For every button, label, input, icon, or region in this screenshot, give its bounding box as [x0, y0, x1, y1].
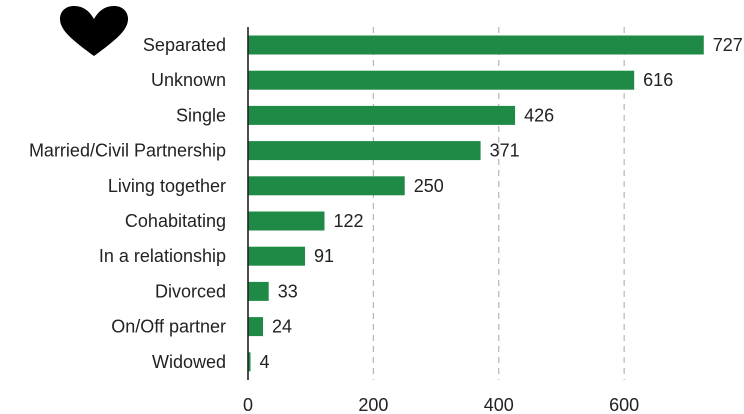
category-label-married-civil-partnership: Married/Civil Partnership [29, 141, 226, 161]
category-label-cohabitating: Cohabitating [125, 211, 226, 231]
value-label-on-off-partner: 24 [272, 317, 292, 337]
bar-on-off-partner [248, 317, 264, 337]
value-label-married-civil-partnership: 371 [490, 141, 520, 161]
bar-separated [248, 35, 704, 55]
bars [248, 35, 704, 372]
value-label-unknown: 616 [643, 70, 673, 90]
bar-unknown [248, 70, 635, 90]
value-label-separated: 727 [713, 35, 743, 55]
value-label-widowed: 4 [260, 352, 270, 372]
category-label-in-a-relationship: In a relationship [99, 246, 226, 266]
bar-living-together [248, 176, 405, 196]
heart-icon [60, 6, 128, 56]
x-tick-label-200: 200 [358, 395, 388, 414]
bar-single [248, 105, 516, 125]
x-tick-label-0: 0 [243, 395, 253, 414]
category-label-widowed: Widowed [152, 352, 226, 372]
category-label-single: Single [176, 105, 226, 125]
category-label-unknown: Unknown [151, 70, 226, 90]
x-tick-label-400: 400 [484, 395, 514, 414]
value-label-in-a-relationship: 91 [314, 246, 334, 266]
value-label-single: 426 [524, 105, 554, 125]
x-tick-labels: 0 200 400 600 [243, 395, 639, 414]
category-label-on-off-partner: On/Off partner [111, 317, 226, 337]
bar-married-civil-partnership [248, 141, 481, 161]
bar-widowed [248, 352, 251, 372]
bar-divorced [248, 281, 269, 301]
x-tick-label-600: 600 [609, 395, 639, 414]
category-label-divorced: Divorced [155, 281, 226, 301]
bar-in-a-relationship [248, 246, 306, 266]
bar-cohabitating [248, 211, 325, 231]
value-label-divorced: 33 [278, 281, 298, 301]
category-labels: Separated Unknown Single Married/Civil Part… [29, 35, 226, 372]
value-label-living-together: 250 [414, 176, 444, 196]
category-label-separated: Separated [143, 35, 226, 55]
value-label-cohabitating: 122 [333, 211, 363, 231]
category-label-living-together: Living together [108, 176, 226, 196]
